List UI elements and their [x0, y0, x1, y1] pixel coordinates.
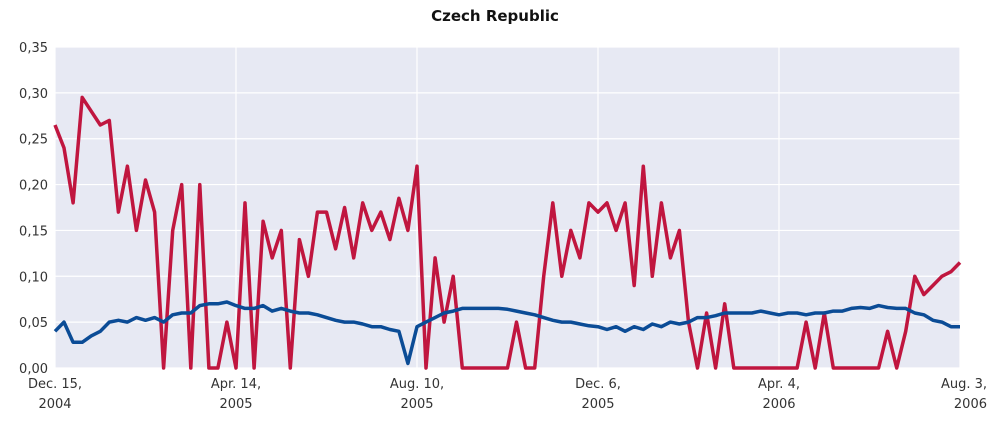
x-tick-label: Aug. 3, 2006	[941, 377, 987, 412]
y-tick-label: 0,25	[19, 133, 48, 148]
y-tick-label: 0,20	[19, 179, 48, 194]
y-tick-label: 0,35	[19, 41, 48, 56]
x-tick-label: Dec. 6, 2005	[575, 377, 621, 412]
x-tick-label: Aug. 10, 2005	[390, 377, 444, 412]
chart-title: Czech Republic	[431, 7, 559, 25]
x-tick-label: Apr. 14, 2005	[211, 377, 261, 412]
series-line	[53, 95, 962, 370]
y-tick-label: 0,10	[19, 270, 48, 285]
series-line	[53, 300, 960, 366]
y-tick-label: 0,00	[19, 362, 48, 377]
y-tick-label: 0,05	[19, 316, 48, 331]
x-tick-label: Apr. 4, 2006	[758, 377, 800, 412]
y-tick-label: 0,15	[19, 224, 48, 239]
y-tick-label: 0,30	[19, 87, 48, 102]
x-tick-label: Dec. 15, 2004	[28, 377, 82, 412]
